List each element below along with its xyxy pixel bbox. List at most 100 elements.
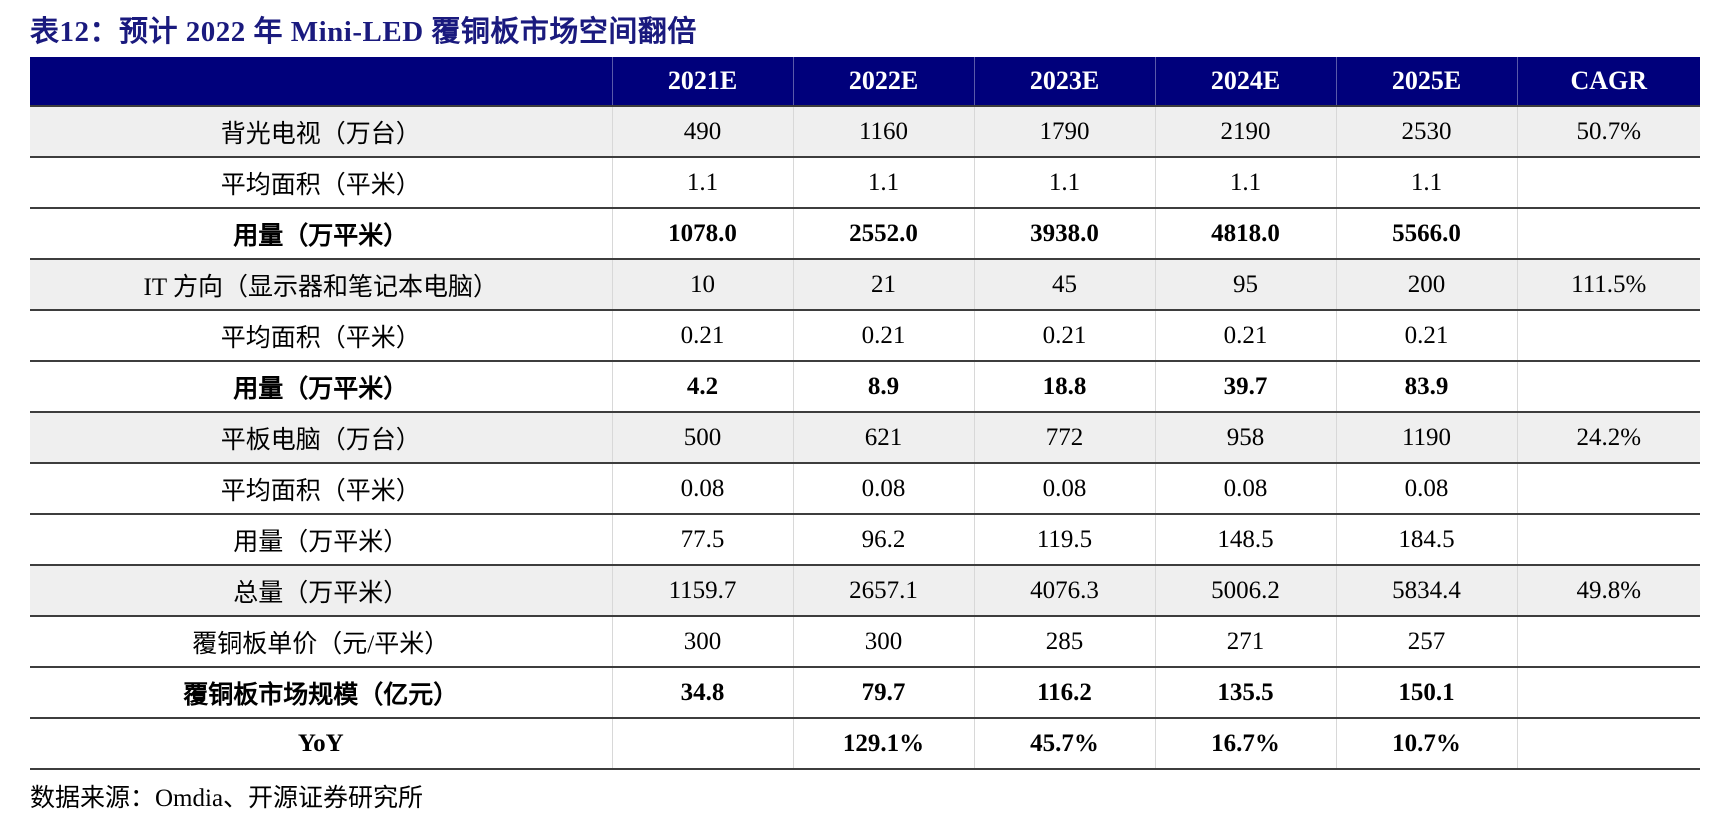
data-cell: 116.2 <box>973 666 1155 718</box>
cagr-cell: 50.7% <box>1516 105 1700 157</box>
data-cell: 83.9 <box>1335 360 1517 412</box>
cagr-cell: 24.2% <box>1516 411 1700 463</box>
header-row-label-spacer <box>30 57 612 106</box>
data-cell: 18.8 <box>973 360 1155 412</box>
row-label: 用量（万平米） <box>30 513 612 565</box>
column-header-2025e: 2025E <box>1335 57 1517 106</box>
column-header-2023e: 2023E <box>973 57 1155 106</box>
data-cell: 45 <box>973 258 1155 310</box>
cagr-cell <box>1516 717 1700 769</box>
cagr-cell <box>1516 207 1700 259</box>
data-cell: 1.1 <box>611 156 793 208</box>
column-header-cagr: CAGR <box>1516 57 1700 106</box>
data-cell: 300 <box>611 615 793 667</box>
data-cell: 34.8 <box>611 666 793 718</box>
column-header-2024e: 2024E <box>1154 57 1336 106</box>
data-cell: 8.9 <box>792 360 974 412</box>
data-cell: 5834.4 <box>1335 564 1517 616</box>
row-label: IT 方向（显示器和笔记本电脑） <box>30 258 612 310</box>
data-cell: 285 <box>973 615 1155 667</box>
cagr-cell <box>1516 513 1700 565</box>
row-label: 平均面积（平米） <box>30 462 612 514</box>
data-cell: 2530 <box>1335 105 1517 157</box>
table-row-backlight-tv: 背光电视（万台） 490 1160 1790 2190 2530 50.7% <box>30 105 1700 157</box>
data-cell: 621 <box>792 411 974 463</box>
data-cell: 5006.2 <box>1154 564 1336 616</box>
data-cell: 0.21 <box>1154 309 1336 361</box>
data-cell: 21 <box>792 258 974 310</box>
data-cell: 2657.1 <box>792 564 974 616</box>
row-label: 平板电脑（万台） <box>30 411 612 463</box>
data-cell: 119.5 <box>973 513 1155 565</box>
row-label: 平均面积（平米） <box>30 309 612 361</box>
data-cell: 772 <box>973 411 1155 463</box>
data-cell: 0.08 <box>792 462 974 514</box>
table-row-avg-area-tv: 平均面积（平米） 1.1 1.1 1.1 1.1 1.1 <box>30 156 1700 208</box>
data-cell: 135.5 <box>1154 666 1336 718</box>
cagr-cell <box>1516 156 1700 208</box>
table-row-total-area: 总量（万平米） 1159.7 2657.1 4076.3 5006.2 5834… <box>30 564 1700 616</box>
data-cell: 500 <box>611 411 793 463</box>
row-label: 用量（万平米） <box>30 207 612 259</box>
row-label: 覆铜板市场规模（亿元） <box>30 666 612 718</box>
table-title: 表12：预计 2022 年 Mini-LED 覆铜板市场空间翻倍 <box>30 16 697 48</box>
data-cell: 0.21 <box>792 309 974 361</box>
data-cell: 1.1 <box>1154 156 1336 208</box>
data-cell: 0.21 <box>1335 309 1517 361</box>
cagr-cell: 111.5% <box>1516 258 1700 310</box>
data-cell: 4076.3 <box>973 564 1155 616</box>
data-cell: 45.7% <box>973 717 1155 769</box>
data-cell: 4818.0 <box>1154 207 1336 259</box>
cagr-cell: 49.8% <box>1516 564 1700 616</box>
data-cell: 95 <box>1154 258 1336 310</box>
data-cell: 1159.7 <box>611 564 793 616</box>
data-cell <box>611 717 793 769</box>
data-cell: 79.7 <box>792 666 974 718</box>
data-cell: 5566.0 <box>1335 207 1517 259</box>
table-row-tablet: 平板电脑（万台） 500 621 772 958 1190 24.2% <box>30 411 1700 463</box>
data-cell: 2190 <box>1154 105 1336 157</box>
mini-led-ccl-forecast-table: 2021E 2022E 2023E 2024E 2025E CAGR 背光电视（… <box>30 57 1700 770</box>
data-cell: 958 <box>1154 411 1336 463</box>
row-label: 背光电视（万台） <box>30 105 612 157</box>
table-row-usage-it: 用量（万平米） 4.2 8.9 18.8 39.7 83.9 <box>30 360 1700 412</box>
data-cell: 1.1 <box>1335 156 1517 208</box>
data-cell: 1790 <box>973 105 1155 157</box>
cagr-cell <box>1516 309 1700 361</box>
data-cell: 4.2 <box>611 360 793 412</box>
cagr-cell <box>1516 666 1700 718</box>
column-header-2021e: 2021E <box>611 57 793 106</box>
table-row-ccl-unit-price: 覆铜板单价（元/平米） 300 300 285 271 257 <box>30 615 1700 667</box>
cagr-cell <box>1516 360 1700 412</box>
data-cell: 10.7% <box>1335 717 1517 769</box>
data-cell: 10 <box>611 258 793 310</box>
table-row-it-direction: IT 方向（显示器和笔记本电脑） 10 21 45 95 200 111.5% <box>30 258 1700 310</box>
table-row-usage-tablet: 用量（万平米） 77.5 96.2 119.5 148.5 184.5 <box>30 513 1700 565</box>
data-cell: 16.7% <box>1154 717 1336 769</box>
data-cell: 148.5 <box>1154 513 1336 565</box>
data-cell: 300 <box>792 615 974 667</box>
data-source-note: 数据来源：Omdia、开源证券研究所 <box>30 785 424 812</box>
data-cell: 150.1 <box>1335 666 1517 718</box>
data-cell: 39.7 <box>1154 360 1336 412</box>
data-cell: 184.5 <box>1335 513 1517 565</box>
row-label: 覆铜板单价（元/平米） <box>30 615 612 667</box>
data-cell: 0.08 <box>1335 462 1517 514</box>
data-cell: 96.2 <box>792 513 974 565</box>
data-cell: 1.1 <box>792 156 974 208</box>
data-cell: 1.1 <box>973 156 1155 208</box>
data-cell: 0.21 <box>611 309 793 361</box>
data-cell: 1190 <box>1335 411 1517 463</box>
data-cell: 200 <box>1335 258 1517 310</box>
data-cell: 490 <box>611 105 793 157</box>
table-body: 背光电视（万台） 490 1160 1790 2190 2530 50.7% 平… <box>30 105 1700 769</box>
data-cell: 129.1% <box>792 717 974 769</box>
row-label: 总量（万平米） <box>30 564 612 616</box>
data-cell: 0.21 <box>973 309 1155 361</box>
data-cell: 77.5 <box>611 513 793 565</box>
header-row: 2021E 2022E 2023E 2024E 2025E CAGR <box>30 57 1700 106</box>
cagr-cell <box>1516 615 1700 667</box>
data-cell: 1160 <box>792 105 974 157</box>
table-header: 2021E 2022E 2023E 2024E 2025E CAGR <box>30 57 1700 106</box>
cagr-cell <box>1516 462 1700 514</box>
